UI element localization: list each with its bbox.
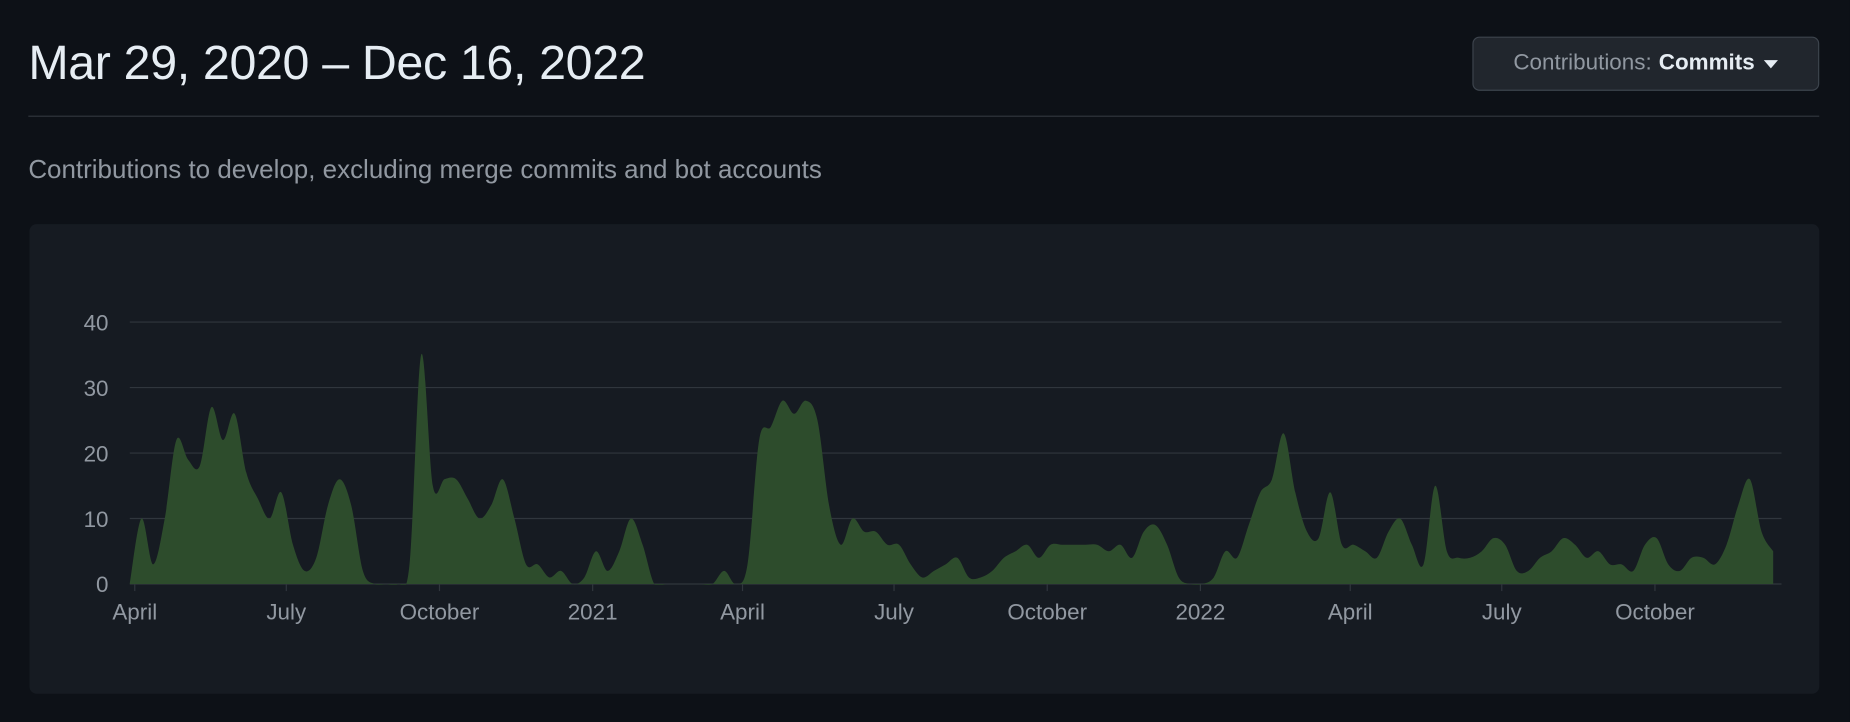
x-tick-label: April [720, 599, 765, 624]
date-range-title: Mar 29, 2020 – Dec 16, 2022 [28, 35, 646, 90]
divider [28, 115, 1820, 117]
x-tick-label: July [874, 599, 915, 624]
y-tick-label: 20 [84, 441, 109, 466]
contributions-filter[interactable]: Contributions: Commits [1472, 36, 1820, 91]
filter-value: Commits [1658, 50, 1755, 76]
y-tick-label: 30 [84, 376, 109, 401]
x-tick-label: October [1007, 599, 1087, 624]
chart-panel [29, 224, 1820, 694]
x-tick-label: 2022 [1175, 599, 1225, 624]
dropdown-caret [1764, 59, 1779, 68]
commits-area [129, 354, 1774, 585]
x-tick-label: 2021 [568, 599, 618, 624]
x-tick-label: July [1482, 599, 1523, 624]
y-tick-label: 0 [96, 572, 108, 597]
y-tick-label: 10 [84, 507, 109, 532]
x-tick-label: October [400, 599, 480, 624]
x-tick-label: April [1328, 599, 1373, 624]
x-tick-label: April [112, 599, 157, 624]
x-tick-label: July [266, 599, 307, 624]
x-tick-label: October [1615, 599, 1695, 624]
y-tick-label: 40 [84, 310, 109, 335]
filter-label: Contributions: [1513, 50, 1652, 76]
description: Contributions to develop, excluding merg… [28, 154, 822, 185]
